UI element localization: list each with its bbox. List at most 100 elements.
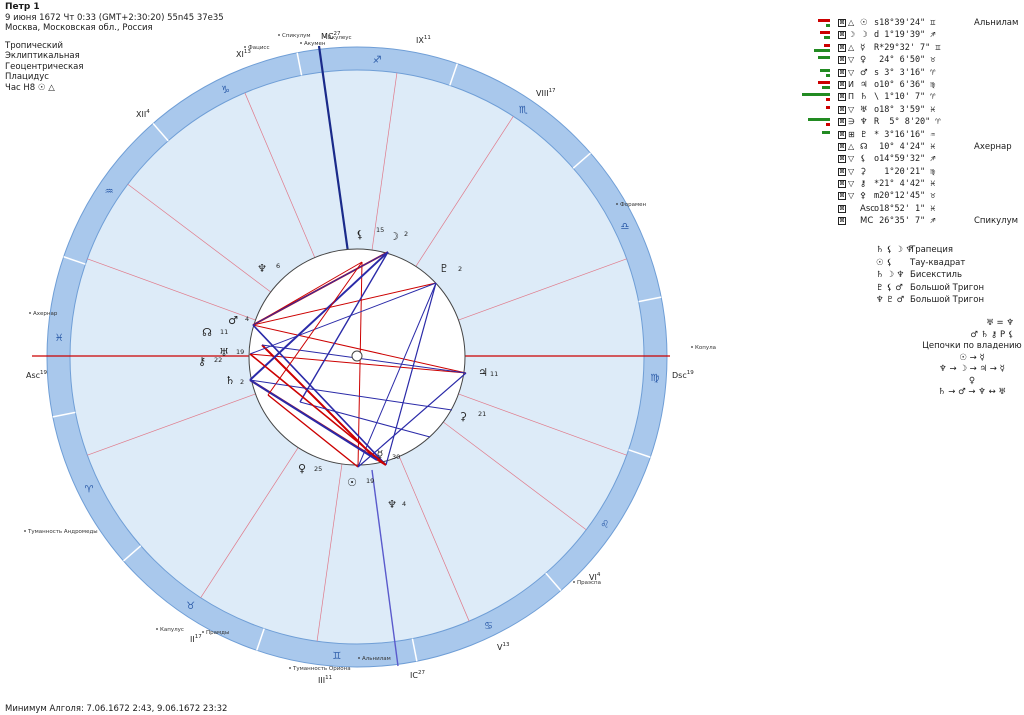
house-label: III11: [318, 675, 332, 685]
house-cusp: [200, 447, 299, 598]
planet-row: ⊠ ▽ ♀ 24° 6'50" ♉: [808, 55, 1024, 67]
planet-symbol: ♆: [860, 117, 868, 128]
strength-bars: [800, 155, 830, 164]
sign-divider: [123, 545, 142, 562]
house-labels: Asc19 II17 III11 IC27 V13 VI4 Dsc19 VIII17 IX11 M…: [26, 31, 694, 685]
planet-symbol: ⚷: [860, 179, 867, 190]
planet-symbol: ☿: [860, 42, 866, 53]
sign-dividers: [52, 52, 662, 662]
strength-bar: [818, 56, 830, 60]
element-icon: П: [848, 92, 855, 102]
strength-bars: [800, 205, 830, 214]
element-icon: ▽: [848, 154, 855, 164]
house-box-icon: ⊠: [838, 217, 846, 226]
planet-glyph: ♅: [219, 346, 229, 359]
house-box-icon: ⊠: [838, 118, 846, 127]
aspect-line: [299, 251, 389, 403]
planet-position: *21° 4'42" ♓: [874, 179, 936, 190]
planet-glyph: ☿: [377, 448, 384, 461]
strength-bars: [800, 130, 830, 140]
planet-degree: 11: [220, 328, 228, 336]
strength-bars: [800, 68, 830, 78]
strength-bars: [800, 19, 830, 28]
aspect-figure: ♇ ⚸ ♂ Большой Тригон: [876, 282, 985, 293]
setting-houses: Плацидус: [5, 72, 49, 82]
house-degree: 11: [424, 35, 431, 41]
house-box-icon: ⊠: [838, 142, 846, 151]
chain-line: ♂ ♄ ⚷ P ⚸: [970, 329, 1014, 340]
strength-bar: [814, 48, 830, 52]
fixed-star-dot: [324, 36, 326, 38]
fixed-star-label: Капулус: [160, 627, 184, 633]
planet-glyph: ⚸: [356, 228, 364, 241]
strength-bar: [824, 36, 830, 40]
planet-glyph: ⚷: [198, 355, 206, 368]
chain-line: ♆ → ☽ → ♃ → ☿: [939, 364, 1005, 374]
strength-bar: [822, 85, 830, 89]
element-icon: ▽: [848, 55, 855, 65]
planet-degree: 19: [366, 477, 374, 485]
planet-glyph: ♇: [439, 262, 449, 275]
planet-glyph: ☽: [389, 230, 399, 243]
fixed-star-label: Праэспа: [577, 580, 601, 586]
planet-row: ⊠ ⊞ ♇ * 3°16'16" ♒: [808, 130, 1024, 142]
fixed-star-dot: [29, 312, 31, 314]
house-label: XI13: [236, 49, 251, 59]
strength-bar: [822, 130, 830, 134]
chart-place: Москва, Московская обл., Россия: [5, 23, 153, 33]
chains-title: Цепочки по владению: [922, 341, 1022, 351]
house-cusp: [443, 421, 587, 531]
zodiac-sign-symbol: ♒: [105, 187, 114, 198]
planet-position: 26°35' 7" ♐: [874, 216, 936, 227]
house-label: Asc19: [26, 370, 48, 380]
planet-glyph: ☊: [202, 326, 212, 339]
aspect-line: [249, 282, 437, 355]
fixed-star-label: Спикулум: [282, 33, 311, 39]
fixed-star-dot: [616, 203, 618, 205]
aspect-line: [249, 251, 389, 381]
aspect-line: [267, 394, 359, 468]
strength-bars: [800, 31, 830, 40]
house-label: VI4: [589, 572, 601, 582]
zodiac-sign-symbol: ♑: [221, 85, 230, 96]
planet-glyph: ⚳: [459, 410, 467, 423]
mc-line: [317, 45, 350, 253]
fixed-star-dot: [156, 628, 158, 630]
house-cusp: [371, 72, 398, 251]
house-cusp: [127, 183, 271, 293]
planet-symbol: ☊: [860, 141, 868, 152]
element-icon: △: [848, 18, 855, 27]
fixed-star-label: Копула: [695, 345, 716, 351]
strength-bar: [820, 31, 830, 35]
house-box-icon: ⊠: [838, 80, 846, 89]
planet-position: s18°39'24" ♊: [874, 18, 936, 28]
element-icon: ☽: [848, 30, 856, 40]
planet-row: ⊠ ∋ ♆ R 5° 8'20" ♈: [808, 117, 1024, 129]
planet-degree: 11: [490, 370, 498, 378]
planet-positions-table: ⊠ △ ☉ s18°39'24" ♊ Альнилам ⊠ ☽ ☽ d 1°19'39" ♐ ⊠ △…: [802, 18, 1024, 229]
house-label: VIII17: [536, 88, 556, 98]
fixed-star-dot: [244, 46, 246, 48]
house-cusp: [87, 258, 256, 321]
sign-divider: [296, 52, 303, 76]
strength-bars: [800, 93, 830, 102]
strength-bar: [818, 80, 830, 84]
aspect-figure: ♄ ☽ ♆ Бисекстиль: [876, 270, 962, 280]
house-box-icon: ⊠: [838, 167, 846, 176]
chart-header: Петр 1 9 июня 1672 Чт 0:33 (GMT+2:30:20)…: [5, 2, 224, 93]
house-label: II17: [190, 634, 202, 644]
element-icon: ∋: [848, 117, 855, 127]
strength-bar: [802, 93, 830, 97]
strength-bar: [820, 68, 830, 72]
strength-bar: [824, 43, 830, 47]
sign-divider: [411, 638, 418, 662]
fixed-star-dot: [300, 42, 302, 44]
house-cusp: [87, 393, 256, 456]
fixed-star-label: Прамды: [206, 630, 229, 636]
aspect-line: [252, 251, 389, 326]
zodiac-symbols: ♈ ♉ ♊ ♋ ♌ ♍ ♎ ♏ ♐ ♑ ♒ ♓: [55, 55, 660, 662]
planet-symbol: ☉: [860, 18, 868, 28]
planet-position: o18° 3'59" ♓: [874, 104, 936, 115]
